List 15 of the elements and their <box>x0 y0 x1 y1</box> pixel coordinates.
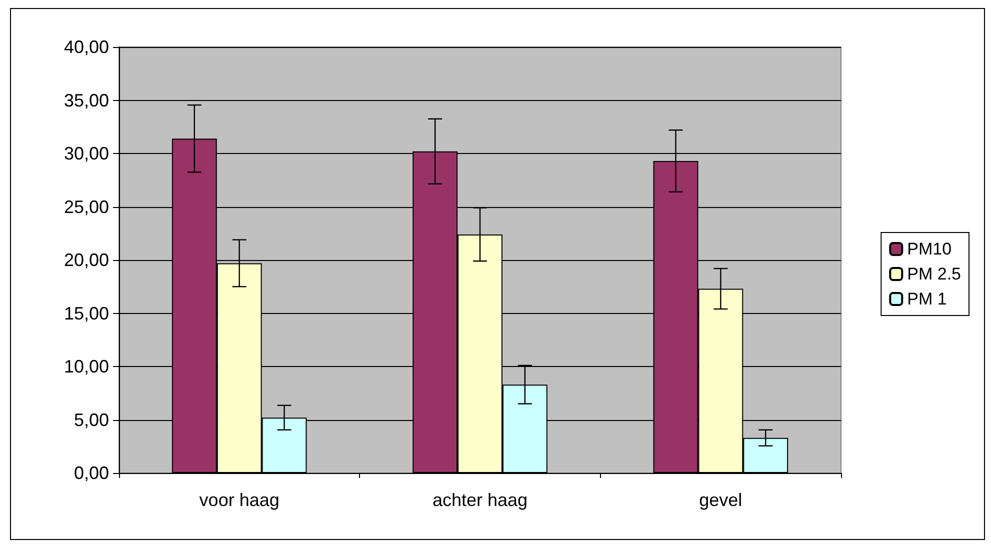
y-tick-label: 5,00 <box>74 410 109 430</box>
legend-label: PM10 <box>907 240 952 258</box>
y-tick-label: 10,00 <box>64 356 109 376</box>
y-tick-label: 40,00 <box>64 37 109 57</box>
y-tick-label: 30,00 <box>64 144 109 164</box>
y-tick-label: 15,00 <box>64 303 109 324</box>
x-tick-label: gevel <box>699 490 742 510</box>
x-tick-label: achter haag <box>432 490 528 510</box>
y-tick-label: 25,00 <box>64 196 109 217</box>
y-tick-label: 35,00 <box>64 90 109 110</box>
legend-label: PM 2.5 <box>907 264 962 284</box>
x-tick-label: voor haag <box>199 490 280 510</box>
legend-label: PM 1 <box>907 290 947 308</box>
y-tick-label: 20,00 <box>64 250 109 270</box>
y-tick-label: 0,00 <box>74 463 109 483</box>
